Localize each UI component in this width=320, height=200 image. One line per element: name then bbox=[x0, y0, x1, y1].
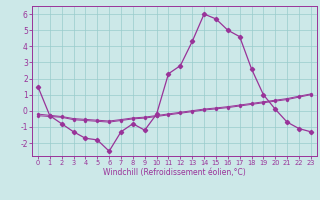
X-axis label: Windchill (Refroidissement éolien,°C): Windchill (Refroidissement éolien,°C) bbox=[103, 168, 246, 177]
